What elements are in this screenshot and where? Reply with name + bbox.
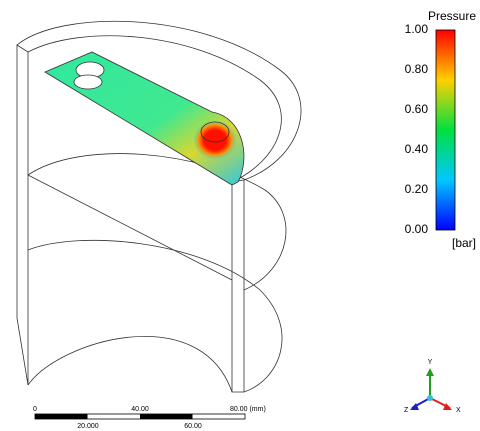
scale-label: 80.00 (mm) bbox=[230, 406, 266, 413]
geometry bbox=[16, 20, 302, 393]
legend-tick-label: 0.80 bbox=[405, 62, 429, 76]
legend-tick-label: 0.40 bbox=[405, 142, 429, 156]
scale-label: 20.000 bbox=[77, 423, 99, 430]
legend-tick-label: 1.00 bbox=[405, 22, 429, 36]
axis-label: Y bbox=[428, 359, 433, 366]
legend-tick-label: 0.60 bbox=[405, 102, 429, 116]
axis-triad: Y Z X bbox=[404, 359, 461, 414]
axis-label: Z bbox=[404, 407, 409, 414]
scale-label: 40.00 bbox=[131, 406, 149, 413]
color-bar bbox=[435, 29, 456, 231]
scale-label: 0 bbox=[33, 406, 37, 413]
scale-label: 60.00 bbox=[184, 423, 202, 430]
color-legend: Pressure 1.00 0.80 0.60 0.40 0.20 0.00 [bar] bbox=[405, 9, 477, 250]
legend-tick-label: 0.00 bbox=[405, 222, 429, 236]
legend-title: Pressure bbox=[428, 9, 476, 23]
scale-bar: 0 40.00 80.00 (mm) 20.000 60.00 bbox=[33, 406, 266, 430]
legend-tick-label: 0.20 bbox=[405, 182, 429, 196]
legend-unit: [bar] bbox=[452, 236, 476, 250]
axis-label: X bbox=[456, 407, 461, 414]
